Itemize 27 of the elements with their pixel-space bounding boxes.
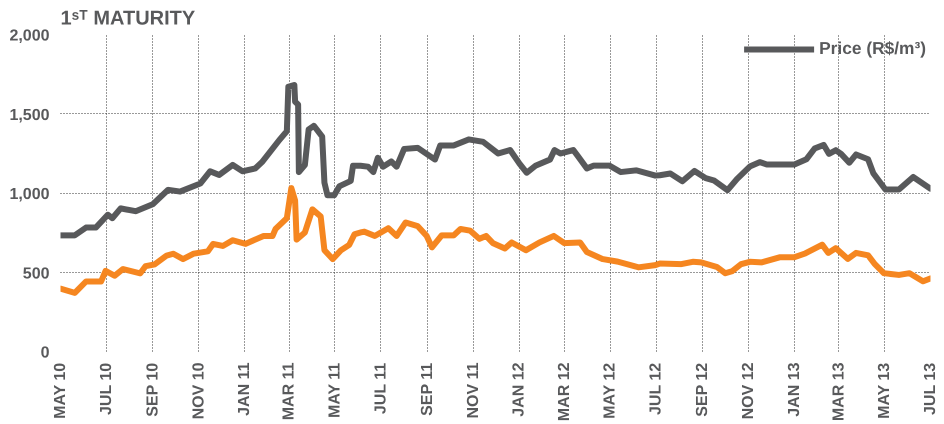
x-tick-label: JAN 13: [786, 362, 803, 417]
x-tick-label: MAR 11: [280, 362, 298, 420]
y-tick-label: 0: [40, 344, 50, 362]
x-tick-label: SEP 11: [418, 362, 436, 416]
chart-title: 1ˢᵀ MATURITY: [60, 8, 196, 30]
legend-label: Price (R$/m³): [819, 38, 926, 59]
x-tick-label: JUL 12: [648, 362, 665, 415]
x-tick-label: SEP 12: [694, 362, 712, 417]
x-tick-label: MAY 10: [52, 362, 69, 419]
y-tick-label: 1,000: [9, 186, 50, 203]
x-tick-label: JAN 11: [236, 362, 254, 416]
x-tick-label: SEP 10: [144, 362, 162, 417]
x-tick-label: MAY 13: [876, 362, 894, 419]
y-tick-label: 500: [22, 265, 50, 282]
x-tick-label: JUL 13: [922, 362, 939, 415]
x-tick-label: MAR 12: [556, 362, 573, 422]
y-tick-label: 1,500: [9, 106, 50, 124]
x-tick-label: NOV 10: [190, 362, 208, 420]
x-tick-label: JAN 12: [510, 362, 528, 417]
y-tick-label: 2,000: [9, 28, 50, 44]
x-tick-label: JUL 10: [98, 362, 115, 415]
x-tick-label: NOV 11: [464, 362, 482, 419]
x-tick-label: MAY 12: [602, 362, 619, 419]
x-tick-label: MAR 13: [830, 362, 848, 422]
x-tick-label: JUL 11: [372, 362, 390, 414]
x-tick-label: NOV 12: [740, 362, 758, 420]
x-tick-label: MAY 11: [326, 362, 344, 418]
